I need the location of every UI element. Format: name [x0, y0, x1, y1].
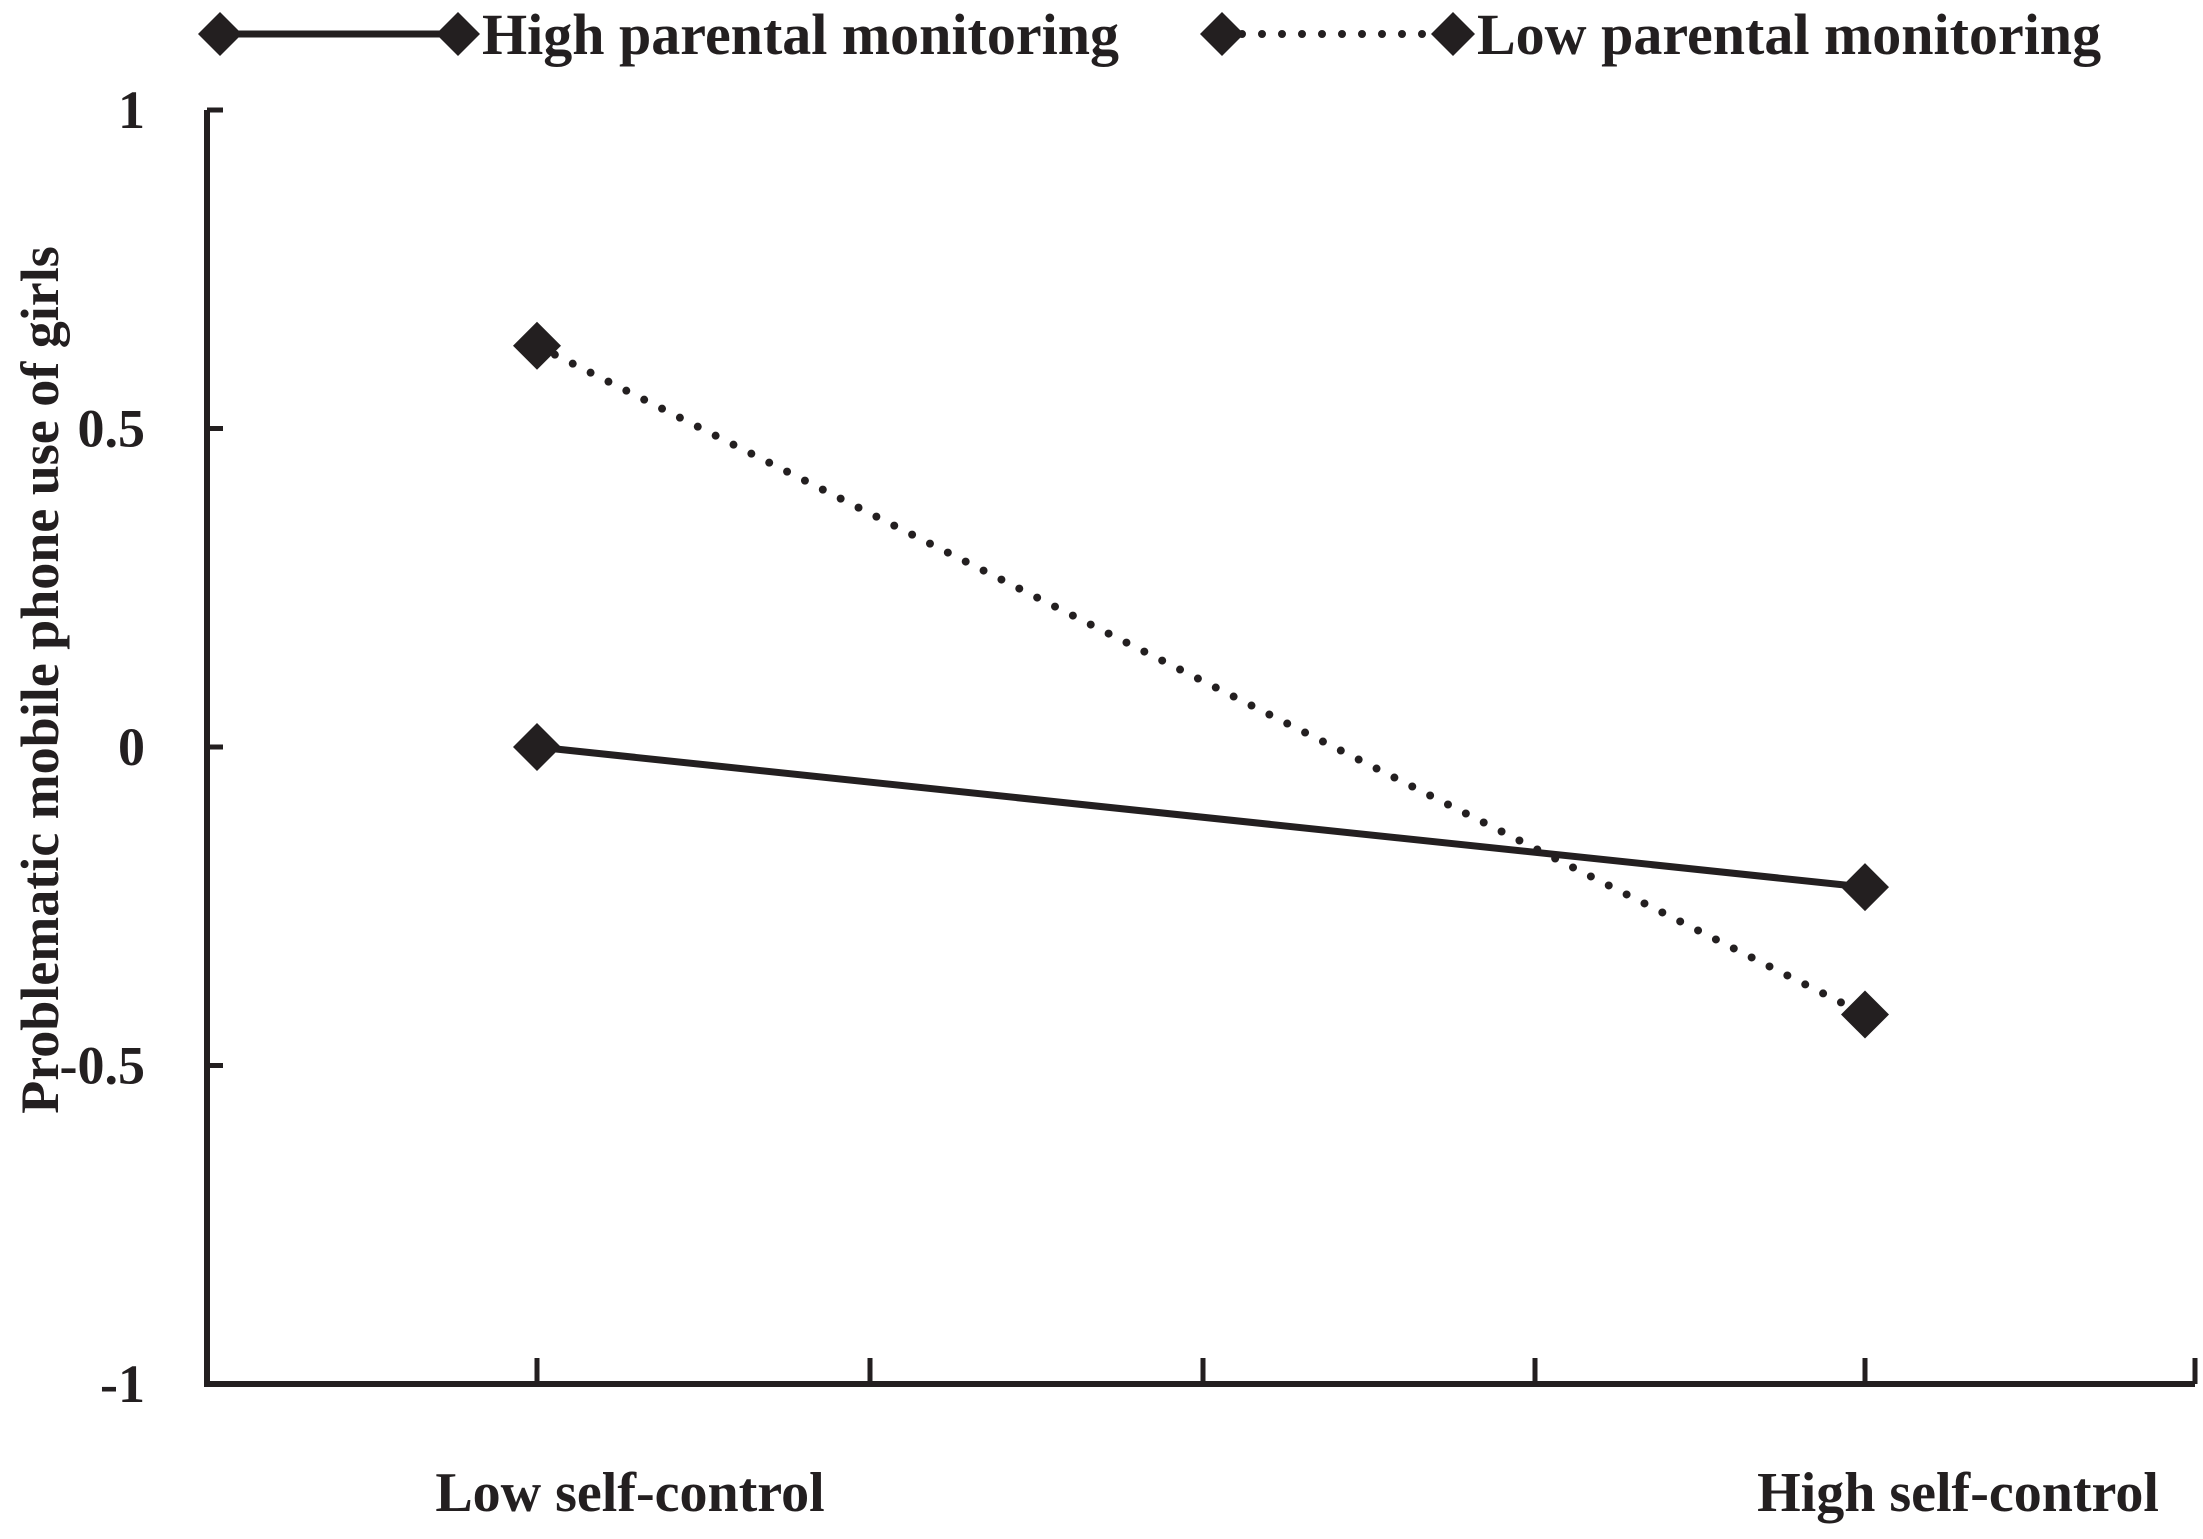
data-point-marker	[1841, 990, 1889, 1039]
legend-marker	[436, 12, 480, 56]
data-point-marker	[513, 321, 561, 370]
y-tick-label: -1	[100, 1354, 145, 1414]
y-tick-label: -0.5	[60, 1036, 145, 1096]
legend-marker	[1431, 12, 1475, 56]
y-tick-label: 1	[118, 80, 145, 140]
legend: High parental monitoring Low parental mon…	[198, 2, 2101, 67]
y-tick-label: 0	[118, 717, 145, 777]
legend-label: High parental monitoring	[482, 2, 1119, 67]
x-category-label: High self-control	[1757, 1462, 2159, 1524]
x-category-label: Low self-control	[435, 1462, 824, 1524]
series-line-low-parental-monitoring	[533, 341, 1869, 1019]
axis-labels: -1 -0.5 0 0.5 1 Low self-control High self-con…	[10, 80, 2159, 1524]
data-point-marker	[513, 723, 561, 771]
series-layer	[513, 321, 1889, 1039]
data-point-marker	[1841, 863, 1889, 912]
legend-marker	[198, 12, 242, 56]
y-axis-title: Problematic mobile phone use of girls	[10, 246, 70, 1113]
legend-marker	[1200, 12, 1244, 56]
series-line-high-parental-monitoring	[533, 743, 1869, 891]
legend-label: Low parental monitoring	[1477, 2, 2101, 67]
y-tick-label: 0.5	[78, 399, 146, 459]
axes	[204, 107, 2198, 1387]
